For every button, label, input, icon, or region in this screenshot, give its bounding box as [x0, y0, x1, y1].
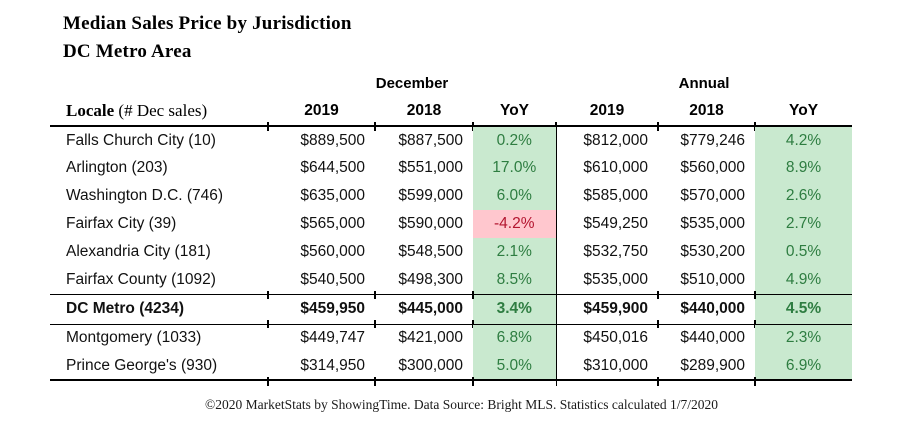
group-header-december: December: [375, 74, 449, 92]
page-subtitle: DC Metro Area: [63, 41, 192, 62]
dec-2018-cell: $498,300: [398, 270, 463, 288]
dec-2018-cell: $590,000: [398, 215, 463, 232]
ann-yoy-cell: 2.6%: [755, 182, 853, 210]
ann-yoy-cell: 4.2%: [755, 126, 853, 154]
locale-cell: DC Metro (4234): [50, 293, 268, 325]
dec-yoy-cell: 17.0%: [473, 154, 557, 182]
ann-2019-cell: $812,000: [555, 126, 659, 154]
ann-2018-cell: $510,000: [680, 270, 746, 288]
table-row-montgomery: Montgomery (1033) $449,747 $421,000 6.8%…: [50, 324, 853, 352]
ann-2018-cell: $440,000: [680, 329, 746, 347]
ann-yoy-cell: 0.5%: [755, 238, 853, 266]
ann-2019-cell: $310,000: [555, 352, 659, 386]
group-header-annual: Annual: [678, 74, 730, 92]
locale-note: (# Dec sales): [114, 100, 208, 120]
dec-2019-cell: $449,747: [300, 329, 365, 347]
table-row-fairfax-county: Fairfax County (1092) $540,500 $498,300 …: [50, 266, 853, 294]
ann-2019-cell: $549,250: [555, 210, 659, 238]
dec-2018-cell: $551,000: [398, 159, 463, 176]
dec-2019-cell: $889,500: [300, 131, 365, 149]
page-title: Median Sales Price by Jurisdiction: [63, 13, 352, 34]
locale-cell: Fairfax City (39): [66, 215, 177, 232]
ann-2019-cell: $450,016: [555, 324, 659, 352]
ann-2019-cell: $459,900: [555, 291, 659, 328]
dec-2019-cell: $560,000: [300, 243, 365, 260]
dec-2019-cell: $540,500: [300, 270, 365, 288]
locale-cell: Fairfax County (1092): [66, 270, 216, 288]
ann-2018-cell: $560,000: [680, 159, 746, 176]
column-header-dec-yoy: YoY: [471, 96, 557, 131]
column-header-ann-yoy: YoY: [754, 96, 853, 131]
column-header-locale: Locale (# Dec sales): [50, 96, 268, 127]
dec-2019-cell: $459,950: [267, 291, 375, 328]
ann-yoy-cell: 6.9%: [754, 352, 853, 386]
table-row-fairfax-city: Fairfax City (39) $565,000 $590,000 -4.2…: [50, 210, 853, 238]
median-sales-price-table: December Annual Locale (# Dec sales) 201…: [50, 70, 853, 386]
dec-2019-cell: $314,950: [267, 352, 375, 386]
dec-2019-cell: $635,000: [300, 187, 365, 204]
table-row-washington-dc: Washington D.C. (746) $635,000 $599,000 …: [50, 182, 853, 210]
dec-yoy-cell: -4.2%: [473, 210, 557, 238]
dec-yoy-cell: 3.4%: [471, 291, 557, 328]
column-header-dec-2019: 2019: [267, 96, 375, 131]
ann-2019-cell: $535,000: [555, 266, 659, 294]
ann-yoy-cell: 2.7%: [755, 210, 853, 238]
dec-yoy-cell: 2.1%: [473, 238, 557, 266]
ann-2018-cell: $779,246: [680, 131, 746, 149]
column-group-header-row: December Annual: [50, 70, 852, 96]
dec-2018-cell: $300,000: [374, 352, 473, 386]
column-header-dec-2018: 2018: [374, 96, 473, 131]
ann-2019-cell: $532,750: [555, 238, 659, 266]
dec-2019-cell: $565,000: [300, 215, 365, 232]
ann-yoy-cell: 2.3%: [755, 324, 853, 352]
ann-2018-cell: $535,000: [680, 215, 746, 232]
locale-cell: Alexandria City (181): [66, 243, 211, 260]
ann-2019-cell: $610,000: [555, 154, 659, 182]
dec-2018-cell: $599,000: [398, 187, 463, 204]
dec-2018-cell: $445,000: [374, 291, 473, 328]
dec-yoy-cell: 8.5%: [473, 266, 557, 294]
table-row-prince-georges: Prince George's (930) $314,950 $300,000 …: [50, 352, 853, 386]
table-row-alexandria-city: Alexandria City (181) $560,000 $548,500 …: [50, 238, 853, 266]
table-row-dc-metro-total: DC Metro (4234) $459,950 $445,000 3.4% $…: [50, 291, 853, 328]
ann-2018-cell: $440,000: [657, 291, 756, 328]
dec-yoy-cell: 0.2%: [473, 126, 557, 154]
dec-2018-cell: $421,000: [398, 329, 463, 347]
ann-2018-cell: $570,000: [680, 187, 746, 204]
column-header-ann-2018: 2018: [657, 96, 756, 131]
column-header-row: Locale (# Dec sales) 2019 2018 YoY 2019 …: [50, 96, 853, 131]
table-row-falls-church: Falls Church City (10) $889,500 $887,500…: [50, 126, 853, 154]
locale-cell: Arlington (203): [66, 159, 168, 176]
dec-yoy-cell: 5.0%: [471, 352, 557, 386]
group-header-spacer: [50, 70, 268, 96]
ann-2019-cell: $585,000: [555, 182, 659, 210]
locale-cell: Prince George's (930): [50, 352, 268, 381]
locale-cell: Washington D.C. (746): [66, 187, 224, 204]
column-header-ann-2019: 2019: [555, 96, 659, 131]
ann-yoy-cell: 8.9%: [755, 154, 853, 182]
dec-2019-cell: $644,500: [300, 159, 365, 176]
ann-yoy-cell: 4.5%: [754, 291, 853, 328]
ann-2018-cell: $530,200: [680, 243, 746, 260]
dec-yoy-cell: 6.8%: [473, 324, 557, 352]
attribution-footer: ©2020 MarketStats by ShowingTime. Data S…: [205, 397, 718, 412]
ann-yoy-cell: 4.9%: [755, 266, 853, 294]
dec-2018-cell: $548,500: [398, 243, 463, 260]
locale-cell: Falls Church City (10): [66, 131, 216, 149]
ann-2018-cell: $289,900: [657, 352, 756, 386]
locale-cell: Montgomery (1033): [66, 329, 202, 347]
table-row-arlington: Arlington (203) $644,500 $551,000 17.0% …: [50, 154, 853, 182]
locale-label: Locale: [66, 100, 115, 120]
dec-2018-cell: $887,500: [398, 131, 463, 149]
dec-yoy-cell: 6.0%: [473, 182, 557, 210]
